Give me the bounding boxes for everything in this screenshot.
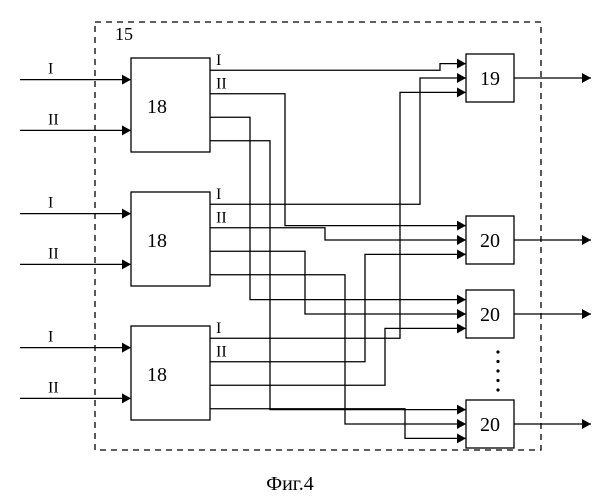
figure-caption: Фиг.4 xyxy=(266,473,313,495)
in-L3-1-label: I xyxy=(48,329,53,346)
ellipsis-dot xyxy=(496,388,499,391)
block-R2-label: 20 xyxy=(480,230,500,252)
out-L2-lab2: II xyxy=(216,210,227,227)
out-R4-arrow xyxy=(582,419,591,429)
ellipsis-dot xyxy=(496,369,499,372)
block-L2 xyxy=(131,192,210,286)
in-L1-1-label: I xyxy=(48,61,53,78)
container-label: 15 xyxy=(115,24,133,44)
ellipsis-dot xyxy=(496,350,499,353)
out-R1-arrow xyxy=(582,73,591,83)
block-L3-label: 18 xyxy=(147,364,167,386)
block-R3-label: 20 xyxy=(480,304,500,326)
ellipsis-dot xyxy=(496,360,499,363)
out-R3-arrow xyxy=(582,309,591,319)
ellipsis-dot xyxy=(496,379,499,382)
out-L3-lab2: II xyxy=(216,344,227,361)
out-L1-lab1: I xyxy=(216,52,221,69)
block-R4-label: 20 xyxy=(480,414,500,436)
out-L3-lab1: I xyxy=(216,320,221,337)
in-L3-2-label: II xyxy=(48,379,59,396)
out-L1-lab2: II xyxy=(216,76,227,93)
out-R2-arrow xyxy=(582,235,591,245)
in-L2-2-label: II xyxy=(48,245,59,262)
block-L3 xyxy=(131,326,210,420)
block-L1-label: 18 xyxy=(147,96,167,118)
block-L2-label: 18 xyxy=(147,230,167,252)
in-L2-1-label: I xyxy=(48,195,53,212)
block-L1 xyxy=(131,58,210,152)
block-R1-label: 19 xyxy=(480,68,500,90)
in-L1-2-label: II xyxy=(48,111,59,128)
out-L2-lab1: I xyxy=(216,186,221,203)
